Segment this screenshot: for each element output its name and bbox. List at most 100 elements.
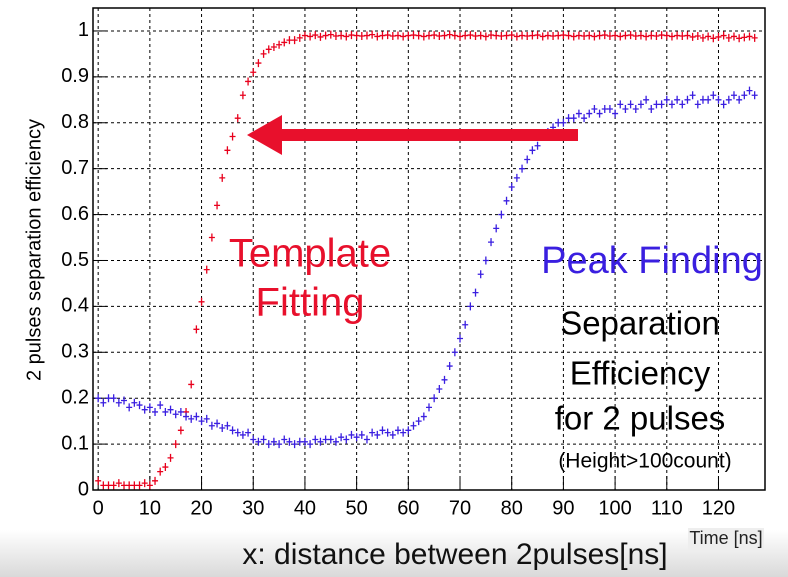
data-point bbox=[627, 31, 634, 40]
data-point bbox=[529, 146, 536, 155]
data-point bbox=[539, 32, 546, 41]
data-point bbox=[317, 437, 324, 446]
data-point bbox=[684, 95, 691, 104]
data-point bbox=[513, 32, 520, 41]
data-point bbox=[612, 31, 619, 40]
annotation: Fitting bbox=[256, 281, 365, 325]
data-point bbox=[369, 30, 376, 39]
data-point bbox=[198, 297, 205, 306]
plot bbox=[93, 8, 765, 491]
data-point bbox=[95, 394, 102, 403]
data-point bbox=[705, 95, 712, 104]
data-point bbox=[596, 109, 603, 118]
data-point bbox=[286, 437, 293, 446]
data-point bbox=[234, 114, 241, 123]
data-point bbox=[508, 31, 515, 40]
caption: x: distance between 2pulses[ns] bbox=[242, 538, 667, 571]
data-point bbox=[286, 36, 293, 45]
data-point bbox=[188, 380, 195, 389]
data-point bbox=[601, 104, 608, 113]
data-point bbox=[219, 424, 226, 433]
y-tick-label: 0 bbox=[78, 478, 89, 500]
data-point bbox=[498, 210, 505, 219]
data-point bbox=[482, 32, 489, 41]
data-point bbox=[679, 32, 686, 41]
data-point bbox=[115, 479, 122, 488]
data-point bbox=[581, 114, 588, 123]
data-point bbox=[281, 435, 288, 444]
data-point bbox=[493, 224, 500, 233]
data-point bbox=[462, 31, 469, 40]
data-point bbox=[136, 481, 143, 490]
data-point bbox=[177, 407, 184, 416]
data-point bbox=[482, 256, 489, 265]
data-point bbox=[255, 59, 262, 68]
x-tick-label: 40 bbox=[294, 497, 316, 519]
data-point bbox=[617, 32, 624, 41]
data-point bbox=[369, 428, 376, 437]
data-point bbox=[270, 437, 277, 446]
data-point bbox=[146, 403, 153, 412]
data-point bbox=[214, 419, 221, 428]
data-point bbox=[632, 32, 639, 41]
data-point bbox=[410, 421, 417, 430]
data-point bbox=[281, 38, 288, 47]
data-point bbox=[363, 435, 370, 444]
data-point bbox=[400, 32, 407, 41]
data-point bbox=[327, 435, 334, 444]
data-point bbox=[229, 426, 236, 435]
data-point bbox=[715, 95, 722, 104]
data-point bbox=[405, 426, 412, 435]
data-point bbox=[519, 31, 526, 40]
data-point bbox=[327, 30, 334, 39]
data-point bbox=[95, 476, 102, 485]
x-tick-label: 110 bbox=[651, 497, 683, 519]
data-point bbox=[643, 32, 650, 41]
data-point bbox=[668, 100, 675, 109]
data-point bbox=[296, 33, 303, 42]
x-tick-label: 60 bbox=[397, 497, 419, 519]
y-tick-label: 0.1 bbox=[61, 432, 89, 454]
data-point bbox=[110, 481, 117, 490]
annotation: Efficiency bbox=[570, 355, 711, 392]
data-point bbox=[477, 31, 484, 40]
data-point bbox=[312, 31, 319, 40]
data-point bbox=[338, 433, 345, 442]
data-point bbox=[322, 31, 329, 40]
data-point bbox=[208, 233, 215, 242]
data-point bbox=[260, 49, 267, 58]
data-point bbox=[374, 430, 381, 439]
data-point bbox=[291, 440, 298, 449]
data-point bbox=[214, 201, 221, 210]
data-point bbox=[694, 32, 701, 41]
data-point bbox=[141, 405, 148, 414]
data-point bbox=[555, 31, 562, 40]
data-point bbox=[348, 430, 355, 439]
data-point bbox=[167, 453, 174, 462]
data-point bbox=[162, 407, 169, 416]
data-point bbox=[705, 32, 712, 41]
data-point bbox=[441, 375, 448, 384]
x-axis-title: Time [ns] bbox=[689, 528, 762, 548]
data-point bbox=[115, 398, 122, 407]
data-point bbox=[105, 394, 112, 403]
data-point bbox=[699, 95, 706, 104]
data-point bbox=[648, 104, 655, 113]
data-point bbox=[689, 91, 696, 100]
data-point bbox=[343, 32, 350, 41]
data-point bbox=[162, 463, 169, 472]
data-point bbox=[663, 31, 670, 40]
data-point bbox=[529, 31, 536, 40]
data-point bbox=[663, 95, 670, 104]
data-point bbox=[441, 31, 448, 40]
data-point bbox=[674, 95, 681, 104]
data-point bbox=[570, 32, 577, 41]
data-point bbox=[715, 32, 722, 41]
data-point bbox=[689, 32, 696, 41]
data-point bbox=[674, 31, 681, 40]
data-point bbox=[606, 104, 613, 113]
data-point bbox=[389, 430, 396, 439]
data-point bbox=[172, 410, 179, 419]
data-point bbox=[524, 155, 531, 164]
y-tick-label: 0.7 bbox=[61, 157, 89, 179]
